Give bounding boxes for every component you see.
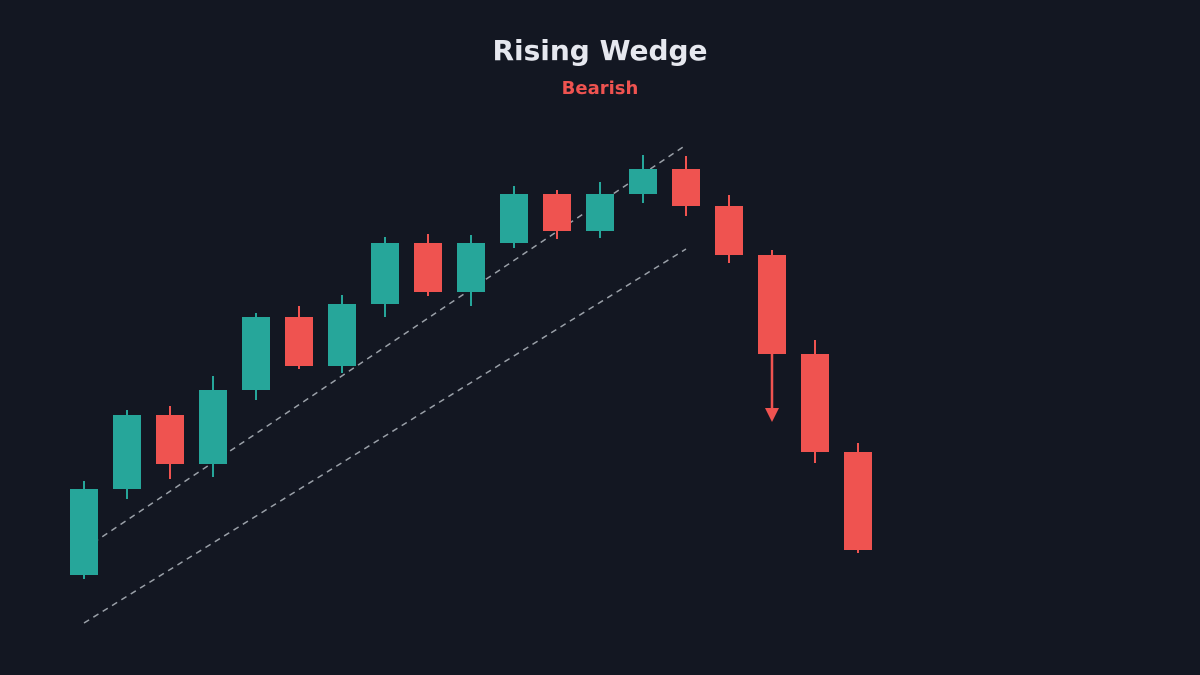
candle-body [500,194,528,243]
arrow-head [765,408,779,422]
candle-body [543,194,571,231]
candle-body [242,317,270,390]
candle-body [586,194,614,231]
candle-body [457,243,485,292]
candle-body [414,243,442,292]
candle-body [672,169,700,206]
candle-body [801,354,829,452]
candle-body [70,489,98,575]
candle-body [285,317,313,366]
candle-body [113,415,141,489]
trendline [83,248,687,624]
candle-body [844,452,872,550]
candle-body [758,255,786,354]
candle-body [715,206,743,255]
candle-body [629,169,657,194]
candle-body [371,243,399,304]
candle-body [199,390,227,464]
breakdown-arrow [765,354,779,422]
candle-body [156,415,184,464]
chart-subtitle: Bearish [562,78,639,99]
candle-body [328,304,356,366]
chart-title: Rising Wedge [492,34,707,67]
